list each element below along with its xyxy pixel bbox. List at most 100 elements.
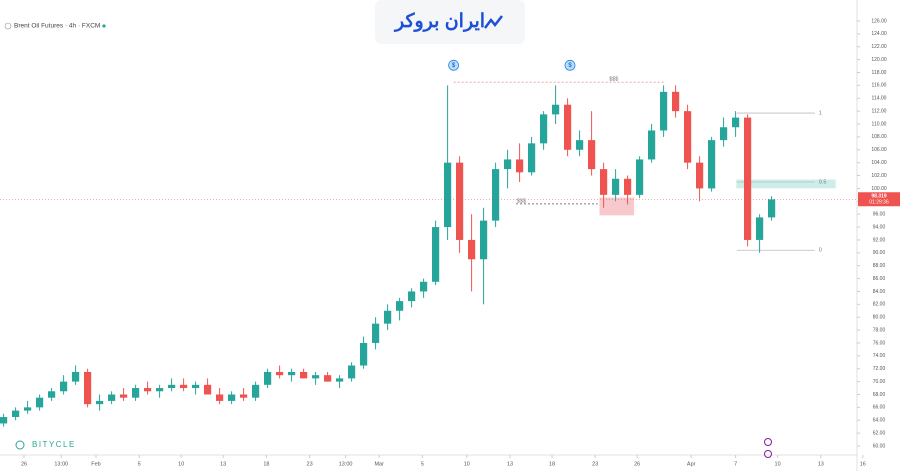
candle-body <box>672 91 680 112</box>
status-dot <box>102 24 106 28</box>
candle-body <box>744 117 752 240</box>
x-tick-label: 13 <box>818 461 824 467</box>
marker-label: $ <box>452 63 456 69</box>
y-tick-label: 96.00 <box>873 212 886 218</box>
zone <box>736 179 836 189</box>
y-tick-label: 116.00 <box>872 83 887 89</box>
candle-body <box>564 104 572 150</box>
y-tick-label: 104.00 <box>871 160 887 166</box>
candle-body <box>384 310 392 324</box>
x-tick-label: 10 <box>464 461 470 467</box>
candle-body <box>432 227 440 282</box>
x-tick-label: 16 <box>860 461 866 467</box>
marker-label: $ <box>568 63 572 69</box>
candle-body <box>264 371 272 385</box>
x-tick-label: 10 <box>178 461 184 467</box>
candle-body <box>360 342 368 366</box>
watermark-icon <box>15 440 25 450</box>
event-icon <box>764 450 772 458</box>
y-tick-label: 86.00 <box>873 276 886 282</box>
y-tick-label: 74.00 <box>873 353 886 359</box>
y-tick-label: 114.00 <box>872 96 887 102</box>
level-label: 0 <box>819 248 822 254</box>
candle-body <box>624 178 632 195</box>
x-tick-label: 5 <box>138 461 141 467</box>
candle-body <box>732 117 740 128</box>
y-tick-label: 108.00 <box>871 134 887 140</box>
candle-body <box>120 394 128 398</box>
candle-body <box>600 169 608 195</box>
candle-body <box>48 391 56 398</box>
candle-body <box>216 394 224 401</box>
candle-body <box>756 217 764 240</box>
candle-body <box>12 410 20 418</box>
candle-body <box>204 384 212 395</box>
candle-body <box>720 127 728 141</box>
y-tick-label: 112.00 <box>872 108 887 114</box>
y-tick-label: 90.00 <box>873 250 886 256</box>
candle-body <box>420 281 428 292</box>
brand-box <box>375 0 525 44</box>
candle-body <box>288 371 296 376</box>
candle-body <box>408 291 416 302</box>
candle-body <box>36 397 44 408</box>
candle-body <box>516 159 524 173</box>
x-tick-label: 13:00 <box>339 461 353 467</box>
watermark: BITYCLE <box>32 440 76 449</box>
chart-title: Brent Oil Futures · 4h · FXCM <box>14 23 100 30</box>
y-tick-label: 126.00 <box>871 18 887 24</box>
x-tick-label: 13 <box>220 461 226 467</box>
y-tick-label: 76.00 <box>873 340 886 346</box>
countdown: 01:29:36 <box>869 200 889 206</box>
y-tick-label: 102.00 <box>871 173 887 179</box>
y-tick-label: 60.00 <box>873 443 886 449</box>
candle-body <box>156 388 164 392</box>
candle-body <box>684 111 692 163</box>
y-tick-label: 78.00 <box>873 327 886 333</box>
y-tick-label: 94.00 <box>873 224 886 230</box>
y-tick-label: 66.00 <box>873 405 886 411</box>
candle-body <box>180 384 188 389</box>
y-tick-label: 92.00 <box>873 237 886 243</box>
level-label: $$$ <box>517 198 526 204</box>
marker <box>564 59 576 71</box>
last-price-label: 98.319 <box>871 194 887 200</box>
level-label: 1 <box>819 111 822 117</box>
symbol-icon <box>4 22 12 30</box>
candle-body <box>468 239 476 260</box>
candle-body <box>372 323 380 343</box>
candle-body <box>228 394 236 401</box>
candle-body <box>660 91 668 131</box>
candle-body <box>312 375 320 379</box>
candle-body <box>480 220 488 260</box>
candle-body <box>336 378 344 382</box>
candle-body <box>612 178 620 195</box>
brand: ایران بروکر <box>393 11 485 32</box>
candle-body <box>144 388 152 392</box>
candle-body <box>84 371 92 405</box>
level-label: 0.5 <box>819 179 827 185</box>
candle-body <box>348 365 356 379</box>
candle-body <box>324 375 332 382</box>
candle-body <box>60 381 68 392</box>
candle-body <box>528 143 536 173</box>
y-tick-label: 110.00 <box>872 121 887 127</box>
y-tick-label: 64.00 <box>873 418 886 424</box>
marker <box>448 59 460 71</box>
candle-body <box>72 371 80 382</box>
candle-body <box>540 114 548 144</box>
x-tick-label: Feb <box>91 461 100 467</box>
y-tick-label: 68.00 <box>873 392 886 398</box>
level-label: $$$ <box>609 77 618 83</box>
candle-body <box>576 140 584 150</box>
y-tick-label: 124.00 <box>871 31 887 37</box>
x-tick-label: 18 <box>263 461 269 467</box>
y-tick-label: 82.00 <box>873 302 886 308</box>
event-icon <box>764 438 772 446</box>
candle-body <box>0 417 8 424</box>
x-tick-label: 13:00 <box>54 461 68 467</box>
candle-body <box>132 388 140 398</box>
y-tick-label: 120.00 <box>871 57 887 63</box>
